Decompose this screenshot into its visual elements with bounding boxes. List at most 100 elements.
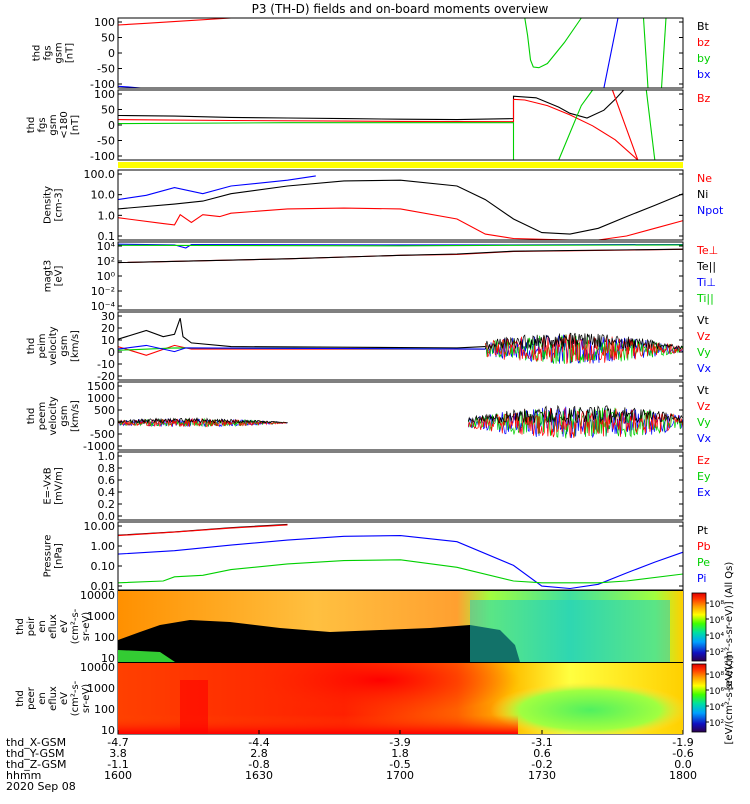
peim-ytick-label: 30 [101,310,115,323]
density-legend-npot: Npot [697,204,724,217]
fgs180-ylabel-line: <180 [59,111,70,138]
peim-ytick-label: 10 [101,334,115,347]
x-row-value: -3.9 [389,736,410,749]
peer-spectrogram [118,663,683,734]
temp-ylabel-line: magt3 [43,260,54,293]
colorbars: 10⁸ 10⁶ 10⁴ 10² 10⁸ 10⁶ 10⁴ 10² [eV/(cm²-s-sr-e… [691,562,735,744]
fgs-series-4 [642,17,649,89]
pressure-legend-pt: Pt [697,524,709,537]
colorbar-tick-label: 10⁸ [709,600,724,610]
peir-ytick-label: 100 [94,631,115,644]
peim-legend-vz: Vz [697,330,711,343]
density-ytick-label: 100.0 [84,168,116,181]
pressure-legend-pe: Pe [697,556,710,569]
fgs-series-2 [524,17,582,69]
pressure-ytick-label: 10.00 [84,520,116,533]
x-row-value: -0.2 [531,758,552,771]
x-row-value: -1.1 [107,758,128,771]
temp-ytick-label: 10⁻² [91,285,115,298]
temp-ytick-label: 10⁰ [97,270,116,283]
peem-legend-vt: Vt [697,384,710,397]
fgs-ytick-label: 100 [94,16,115,29]
peem-ytick-label: -500 [90,428,115,441]
peir-ylabel-line: peir [26,616,37,636]
peir-ylabel-line: eflux [48,614,59,639]
peem-frame [117,381,684,451]
efield-frame [117,451,684,521]
fgs180-series-1 [117,98,639,161]
x-row-value: 1630 [245,769,273,782]
peem-fluct-1-1 [467,407,684,439]
peem-ytick-label: 1000 [87,392,115,405]
x-row-value: -1.9 [672,736,693,749]
peim-series-3 [117,344,486,353]
temp-ytick-label: 10⁻⁴ [91,300,116,313]
peem-ylabel-line: velocity [48,396,59,435]
fgs180-series-5 [645,89,656,161]
pressure-legend-pb: Pb [697,540,711,553]
date-label: 2020 Sep 08 [6,780,76,793]
peer-ylabel-line: eflux [48,686,59,711]
pressure-series-2 [117,535,684,590]
x-axis-table: thd_X-GSM -4.7 -4.4 -3.9 -3.1 -1.9 thd_Y-GSM 3.… [6,730,697,782]
fgs180-ytick-label: 50 [101,104,115,117]
fgs-panel: 100 50 0 -50 -100 thd fgs gsm [nT] Bt bz by bx [32,16,711,91]
efield-ytick-label: 0.6 [98,474,116,487]
density-ytick-label: 10.0 [91,189,116,202]
efield-ytick-label: 1.0 [98,450,116,463]
density-series-0 [117,175,316,201]
peer-ylabel-line: peer [26,686,37,710]
fgs-ytick-label: 0 [108,47,115,60]
fgs180-legend-bz: Bz [697,92,711,105]
fgs-ylabel-line: thd [32,45,43,62]
peim-ytick-label: 0 [108,346,115,359]
peem-legend-vz: Vz [697,400,711,413]
peir-ylabel-line: en [37,620,48,633]
x-row-value: -4.4 [248,736,269,749]
temp-legend-ti: Ti|| [696,292,714,305]
x-row-value: 1600 [104,769,132,782]
efield-legend-ex: Ex [697,486,711,499]
fgs180-ylabel-line: gsm [48,114,59,135]
peir-low-energy-green [118,650,175,662]
peir-colorbar-label: [eV/(cm²-s-sr-eV)] (All Qs) [724,562,735,691]
fgs180-ytick-label: -50 [97,135,115,148]
x-row-label: thd_Y-GSM [6,747,65,760]
temp-ytick-label: 10⁴ [97,240,116,253]
peim-ylabel-line: velocity [48,326,59,365]
efield-ylabel-line: E=-VxB [43,467,54,504]
peem-ylabel-line: peem [37,402,48,430]
pressure-series-3 [117,559,684,584]
fgs-ytick-label: 50 [101,32,115,45]
peer-ytick-label: 1000 [87,682,115,695]
density-series-2 [117,207,684,241]
peer-hot-core [240,663,520,715]
x-row-value: 3.8 [109,747,127,760]
fgs-legend-bt: Bt [697,20,710,33]
x-row-label: thd_Z-GSM [6,758,66,771]
colorbar-tick-label: 10² [709,648,724,658]
fgs-frame [117,17,684,89]
x-row-value: 1730 [528,769,556,782]
x-row-value: 2.8 [250,747,268,760]
peim-legend-vy: Vy [697,346,711,359]
pressure-panel: 10.00 1.00 0.10 0.01 Pressure [nPa] Pt Pb Pe Pi [43,520,711,593]
peir-colorbar [691,592,707,662]
peim-frame [117,311,684,381]
fgs180-ytick-label: 0 [108,119,115,132]
peir-noise-band [470,600,670,662]
x-row-label: hhmm [6,769,41,782]
temp-legend-te: Te|| [696,260,716,273]
fgs180-ytick-label: 100 [94,88,115,101]
peem-ytick-label: 500 [94,404,115,417]
temp-series-1 [117,248,684,264]
x-row-value: 1.8 [391,747,409,760]
pressure-ylabel-line: Pressure [43,535,54,578]
peim-fluct-0-1 [484,334,684,364]
peer-colorbar [691,663,707,733]
peer-ytick-label: 10000 [80,661,115,674]
peim-ytick-label: 20 [101,322,115,335]
peim-fluct-0-3 [484,332,684,351]
efield-ytick-label: 0.2 [98,498,116,511]
